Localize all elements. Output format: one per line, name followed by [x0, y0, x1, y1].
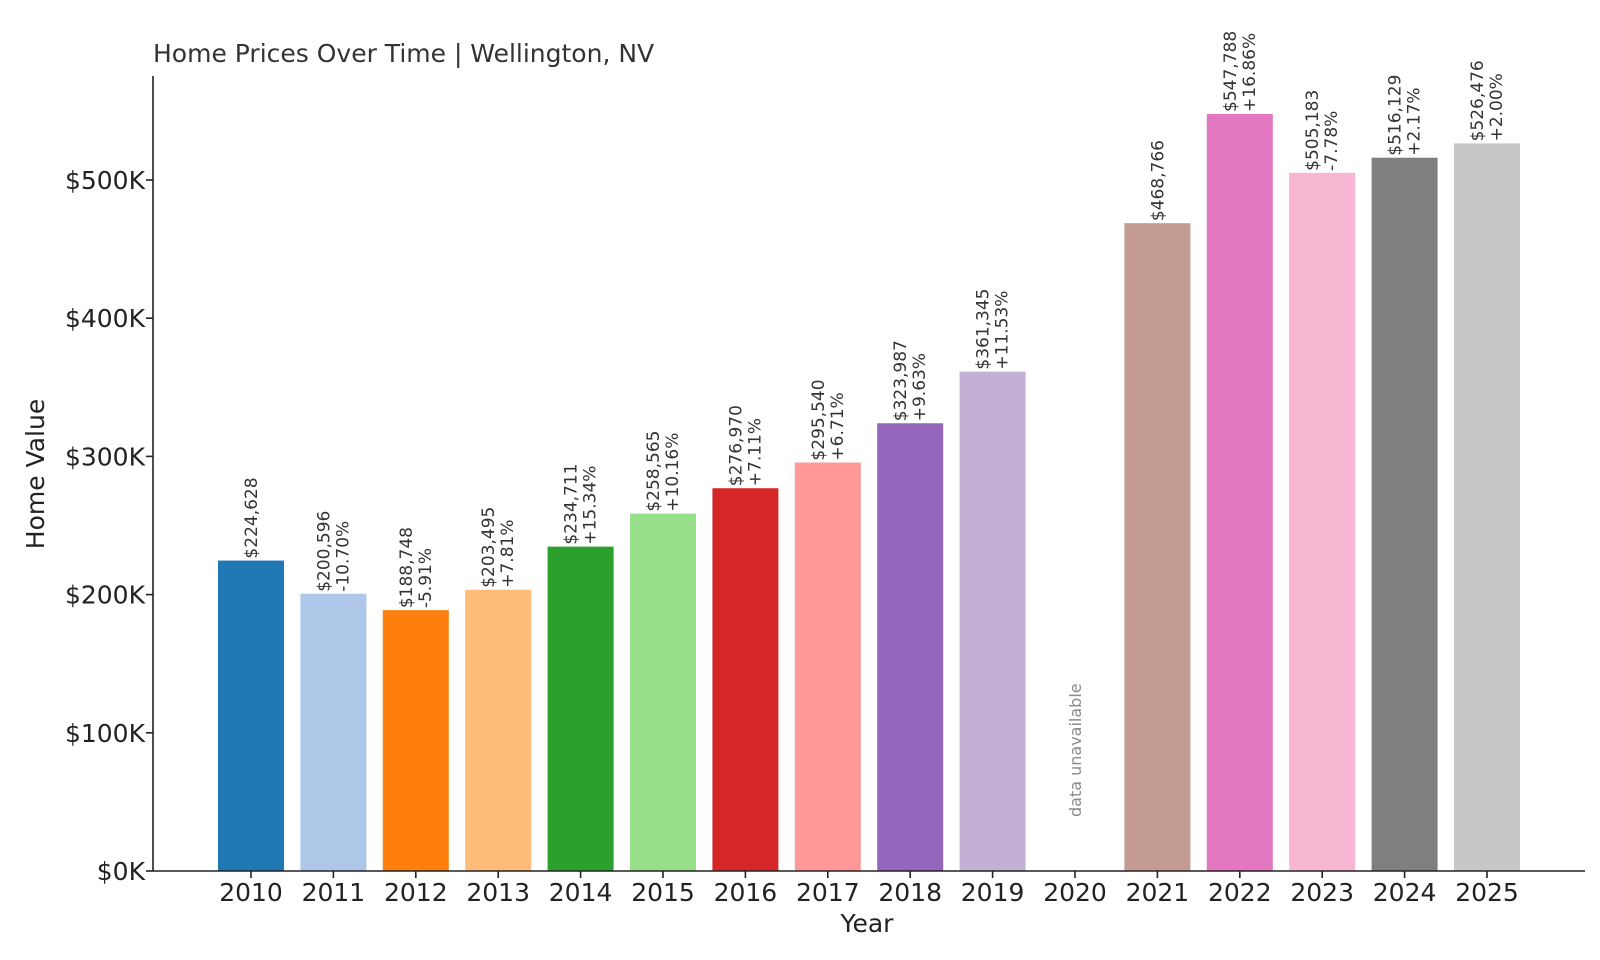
x-tick-label: 2018: [878, 878, 942, 907]
value-label: $234,711: [562, 464, 582, 545]
y-tick-label: $200K: [65, 581, 146, 610]
x-tick-label: 2025: [1455, 878, 1519, 907]
y-tick-label: $100K: [65, 719, 146, 748]
value-label: $547,788: [1221, 31, 1241, 112]
y-tick-label: $300K: [65, 442, 146, 471]
change-label: +2.17%: [1405, 87, 1425, 155]
change-label: +15.34%: [581, 466, 601, 545]
missing-data-label: data unavailable: [1066, 683, 1085, 817]
y-axis-label: Home Value: [21, 399, 50, 549]
y-axis: $0K $100K $200K $300K $400K $500K: [65, 76, 154, 886]
bar-2014: [547, 546, 614, 871]
y-tick-label: $500K: [65, 166, 146, 195]
x-tick-label: 2024: [1373, 878, 1437, 907]
bar-2011: [300, 593, 367, 871]
x-tick-label: 2011: [302, 878, 366, 907]
x-tick-label: 2023: [1290, 878, 1354, 907]
change-label: -10.70%: [333, 521, 353, 592]
bar-2025: [1454, 143, 1520, 872]
bar-2022: [1206, 113, 1273, 872]
bar-2019: [959, 371, 1026, 871]
change-label: -5.91%: [416, 548, 436, 608]
x-tick-label: 2017: [796, 878, 860, 907]
x-tick-label: 2016: [714, 878, 778, 907]
change-label: -7.78%: [1322, 111, 1342, 171]
bar-2017: [794, 462, 861, 871]
change-label: +7.11%: [745, 418, 765, 486]
value-label: $516,129: [1386, 75, 1406, 156]
bar-2013: [465, 589, 532, 871]
bar-2021: [1124, 223, 1191, 871]
x-axis: 2010 2011 2012 2013 2014 2015 2016 2017 2018 2019…: [153, 870, 1585, 907]
x-tick-label: 2022: [1208, 878, 1272, 907]
x-tick-label: 2013: [466, 878, 530, 907]
value-label: $224,628: [242, 477, 262, 558]
chart-title: Home Prices Over Time | Wellington, NV: [153, 39, 654, 68]
x-tick-label: 2020: [1043, 878, 1107, 907]
value-label: $505,183: [1303, 90, 1323, 171]
x-axis-label: Year: [840, 909, 895, 938]
bar-2018: [877, 423, 944, 871]
x-tick-label: 2019: [961, 878, 1025, 907]
value-label: $361,345: [974, 288, 994, 369]
bar-2015: [630, 513, 696, 871]
x-tick-label: 2015: [631, 878, 695, 907]
change-label: +2.00%: [1487, 73, 1507, 141]
change-label: +10.16%: [663, 433, 683, 512]
change-label: +11.53%: [993, 291, 1013, 370]
change-label: +16.86%: [1240, 33, 1260, 112]
value-label: $276,970: [726, 405, 746, 486]
x-tick-label: 2021: [1126, 878, 1190, 907]
x-tick-label: 2010: [219, 878, 283, 907]
value-label: $203,495: [479, 507, 499, 588]
bar-2023: [1289, 172, 1356, 871]
value-label: $468,766: [1148, 140, 1168, 221]
x-tick-label: 2014: [549, 878, 613, 907]
value-label: $323,987: [891, 340, 911, 421]
value-label: $200,596: [314, 511, 334, 592]
bar-2024: [1371, 157, 1438, 871]
change-label: +9.63%: [910, 353, 930, 421]
bar-2012: [382, 610, 449, 871]
change-label: +6.71%: [828, 392, 848, 460]
value-label: $188,748: [397, 527, 417, 608]
bars: $224,628 $200,596 -10.70% $188,748 -5.91% $20…: [218, 31, 1520, 872]
y-tick-label: $400K: [65, 304, 146, 333]
change-label: +7.81%: [498, 520, 518, 588]
value-label: $526,476: [1468, 60, 1488, 141]
x-tick-label: 2012: [384, 878, 448, 907]
value-label: $258,565: [644, 431, 664, 512]
value-label: $295,540: [809, 379, 829, 460]
bar-2016: [712, 488, 779, 871]
y-tick-label: $0K: [97, 857, 146, 886]
bar-2010: [218, 560, 284, 871]
